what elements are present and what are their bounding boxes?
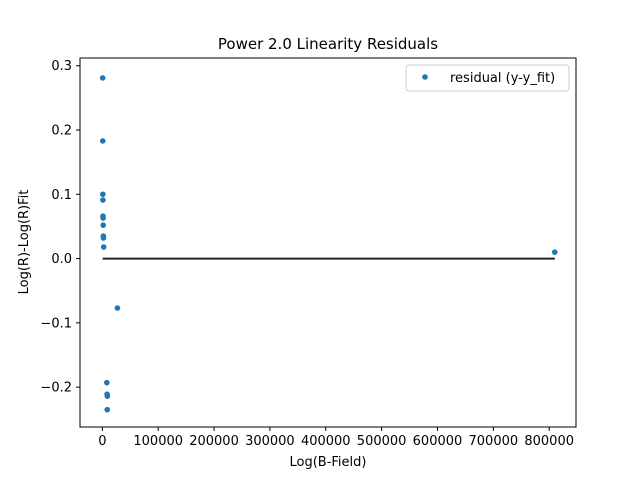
x-axis: 0 100000 200000 300000 400000 500000 600000 700…	[98, 427, 574, 449]
y-axis-title: Log(R)-Log(R)Fit	[17, 190, 32, 295]
x-axis-title: Log(B-Field)	[290, 455, 367, 470]
y-tick-label: 0.2	[51, 124, 72, 139]
residual-point	[99, 138, 106, 144]
residual-point	[100, 215, 106, 221]
x-tick-label: 600000	[413, 434, 463, 449]
residual-point	[100, 222, 107, 228]
y-tick-label: 0.0	[51, 252, 72, 267]
legend-label: residual (y-y_fit)	[450, 71, 555, 86]
x-tick-label: 200000	[189, 434, 239, 449]
x-tick-label: 100000	[133, 434, 183, 449]
y-tick-label: −0.1	[40, 316, 72, 331]
x-tick-label: 300000	[245, 434, 295, 449]
y-tick-label: −0.2	[40, 381, 72, 396]
plot-area	[99, 75, 558, 413]
axes-frame	[79, 57, 577, 428]
residual-point	[104, 406, 111, 413]
x-tick-label: 800000	[524, 434, 574, 449]
residual-point	[99, 75, 106, 81]
y-axis: −0.2 −0.1 0.0 0.1 0.2 0.3	[40, 59, 80, 396]
legend: residual (y-y_fit)	[405, 64, 570, 92]
residual-point	[104, 379, 110, 386]
y-tick-label: 0.3	[51, 59, 72, 74]
residual-point	[100, 191, 106, 198]
residual-point	[114, 305, 121, 311]
x-tick-label: 500000	[357, 434, 407, 449]
x-tick-label: 700000	[469, 434, 519, 449]
residual-point	[100, 235, 107, 241]
legend-marker	[422, 74, 428, 80]
y-tick-label: 0.1	[51, 188, 72, 203]
chart-title: Power 2.0 Linearity Residuals	[218, 35, 438, 53]
legend-box	[405, 64, 570, 92]
residual-point	[100, 244, 107, 250]
residual-point	[104, 393, 111, 399]
residual-point	[100, 197, 106, 203]
x-tick-label: 400000	[301, 434, 351, 449]
x-tick-label: 0	[98, 434, 106, 449]
residual-point	[551, 249, 558, 255]
